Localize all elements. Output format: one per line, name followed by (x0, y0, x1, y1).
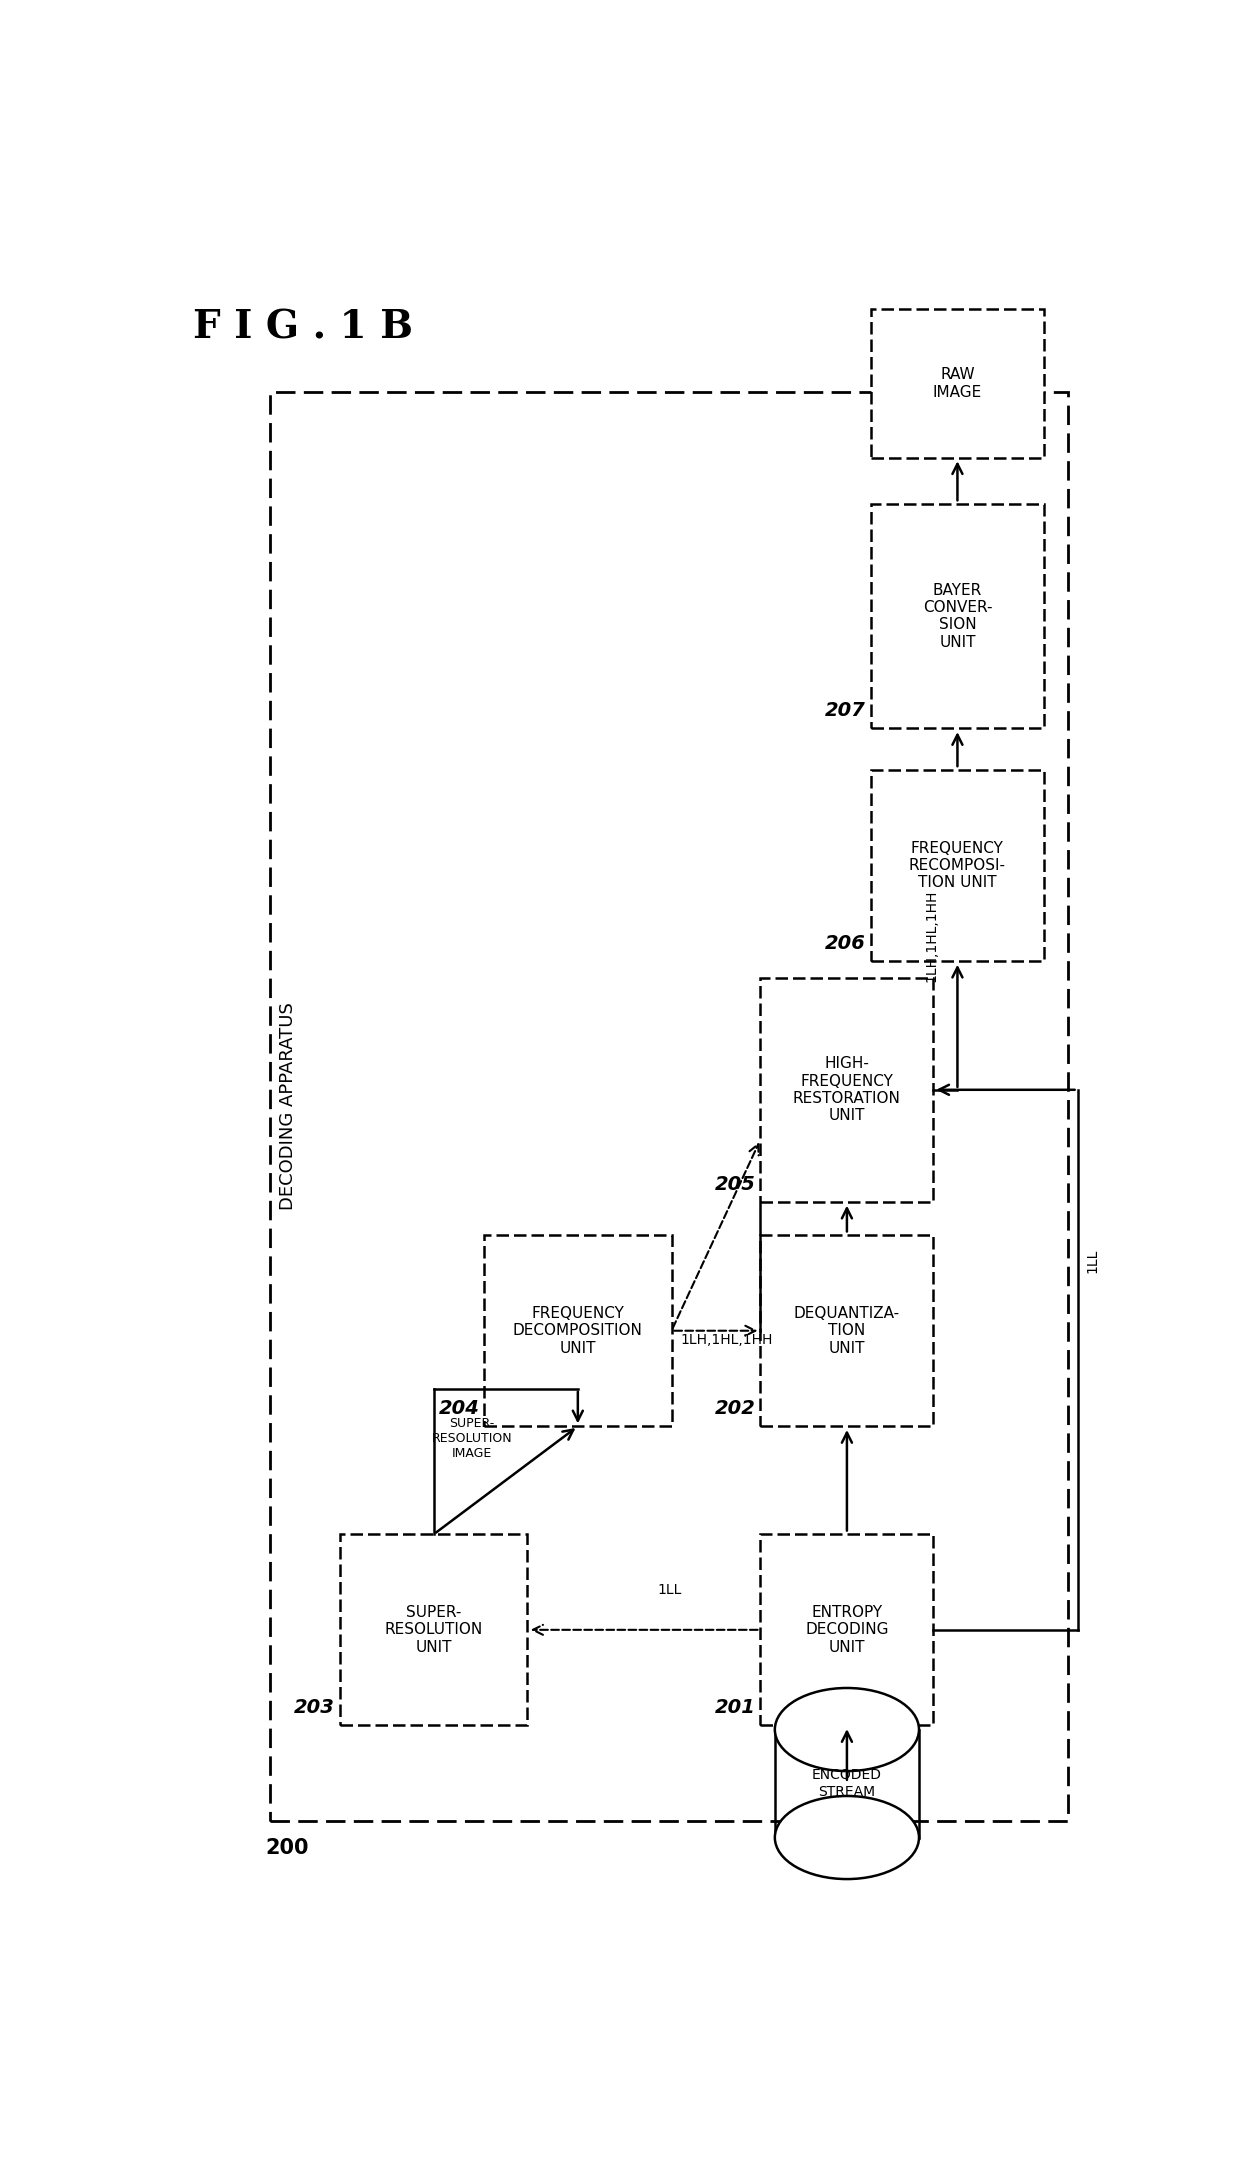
Text: 201: 201 (714, 1698, 755, 1718)
Text: SUPER-
RESOLUTION
IMAGE: SUPER- RESOLUTION IMAGE (432, 1418, 512, 1461)
FancyBboxPatch shape (340, 1534, 527, 1726)
Text: ENTROPY
DECODING
UNIT: ENTROPY DECODING UNIT (805, 1606, 889, 1655)
FancyBboxPatch shape (870, 770, 1044, 960)
Text: 200: 200 (265, 1839, 309, 1858)
Text: 204: 204 (439, 1398, 480, 1418)
Text: FREQUENCY
DECOMPOSITION
UNIT: FREQUENCY DECOMPOSITION UNIT (513, 1306, 642, 1355)
Text: 203: 203 (294, 1698, 335, 1718)
Text: DECODING APPARATUS: DECODING APPARATUS (279, 1003, 296, 1211)
FancyBboxPatch shape (484, 1234, 672, 1426)
Text: F I G . 1 B: F I G . 1 B (193, 309, 413, 347)
Text: 1LL: 1LL (657, 1582, 681, 1597)
Text: 1LH,1HL,1HH: 1LH,1HL,1HH (925, 889, 939, 982)
Text: 1LH,1HL,1HH: 1LH,1HL,1HH (681, 1334, 773, 1347)
FancyBboxPatch shape (760, 978, 934, 1202)
FancyBboxPatch shape (870, 309, 1044, 457)
Text: 205: 205 (714, 1174, 755, 1193)
Text: 202: 202 (714, 1398, 755, 1418)
Text: DEQUANTIZA-
TION
UNIT: DEQUANTIZA- TION UNIT (794, 1306, 900, 1355)
FancyBboxPatch shape (760, 1234, 934, 1426)
FancyBboxPatch shape (870, 505, 1044, 729)
Text: ENCODED
STREAM: ENCODED STREAM (812, 1767, 882, 1798)
Text: RAW
IMAGE: RAW IMAGE (932, 367, 982, 399)
Text: HIGH-
FREQUENCY
RESTORATION
UNIT: HIGH- FREQUENCY RESTORATION UNIT (794, 1055, 900, 1124)
Text: SUPER-
RESOLUTION
UNIT: SUPER- RESOLUTION UNIT (384, 1606, 482, 1655)
Text: FREQUENCY
RECOMPOSI-
TION UNIT: FREQUENCY RECOMPOSI- TION UNIT (909, 842, 1006, 891)
Text: 1LL: 1LL (1085, 1247, 1099, 1273)
Text: 206: 206 (826, 934, 866, 952)
Text: 207: 207 (826, 701, 866, 721)
Ellipse shape (775, 1688, 919, 1772)
Text: BAYER
CONVER-
SION
UNIT: BAYER CONVER- SION UNIT (923, 583, 992, 650)
FancyBboxPatch shape (760, 1534, 934, 1726)
Ellipse shape (775, 1795, 919, 1880)
